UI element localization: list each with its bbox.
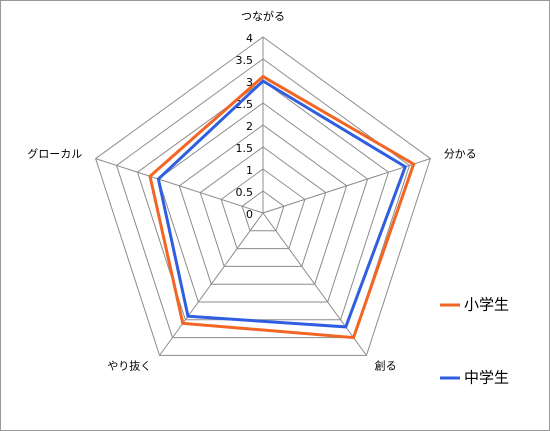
r-tick-label: 3	[246, 76, 253, 89]
r-tick-label: 0.5	[236, 186, 254, 199]
category-label: 創る	[375, 359, 397, 373]
category-label: 分かる	[444, 147, 477, 160]
grid-ring	[199, 146, 327, 267]
grid-ring	[178, 124, 348, 285]
grid-ring	[157, 102, 369, 303]
grid-ring	[241, 190, 285, 232]
series-line	[156, 79, 408, 329]
series-line	[148, 74, 416, 340]
r-tick-label: 2	[246, 120, 253, 133]
r-tick-label: 1.5	[236, 142, 254, 155]
r-tick-label: 3.5	[236, 54, 254, 67]
spoke	[262, 158, 431, 214]
legend-label: 小学生	[464, 296, 509, 314]
category-label: グローカル	[27, 146, 82, 160]
grid-ring	[220, 168, 306, 250]
r-tick-label: 4	[246, 32, 253, 45]
r-tick-label: 1	[246, 164, 253, 177]
legend-label: 中学生	[464, 369, 509, 387]
category-label: つながる	[241, 9, 285, 23]
grid-ring	[136, 80, 390, 321]
r-tick-label: 0	[246, 208, 253, 221]
spoke	[159, 212, 264, 356]
category-label: やり抜く	[107, 359, 151, 373]
grid-ring	[95, 36, 431, 356]
spoke	[262, 212, 367, 356]
spoke	[95, 158, 264, 214]
